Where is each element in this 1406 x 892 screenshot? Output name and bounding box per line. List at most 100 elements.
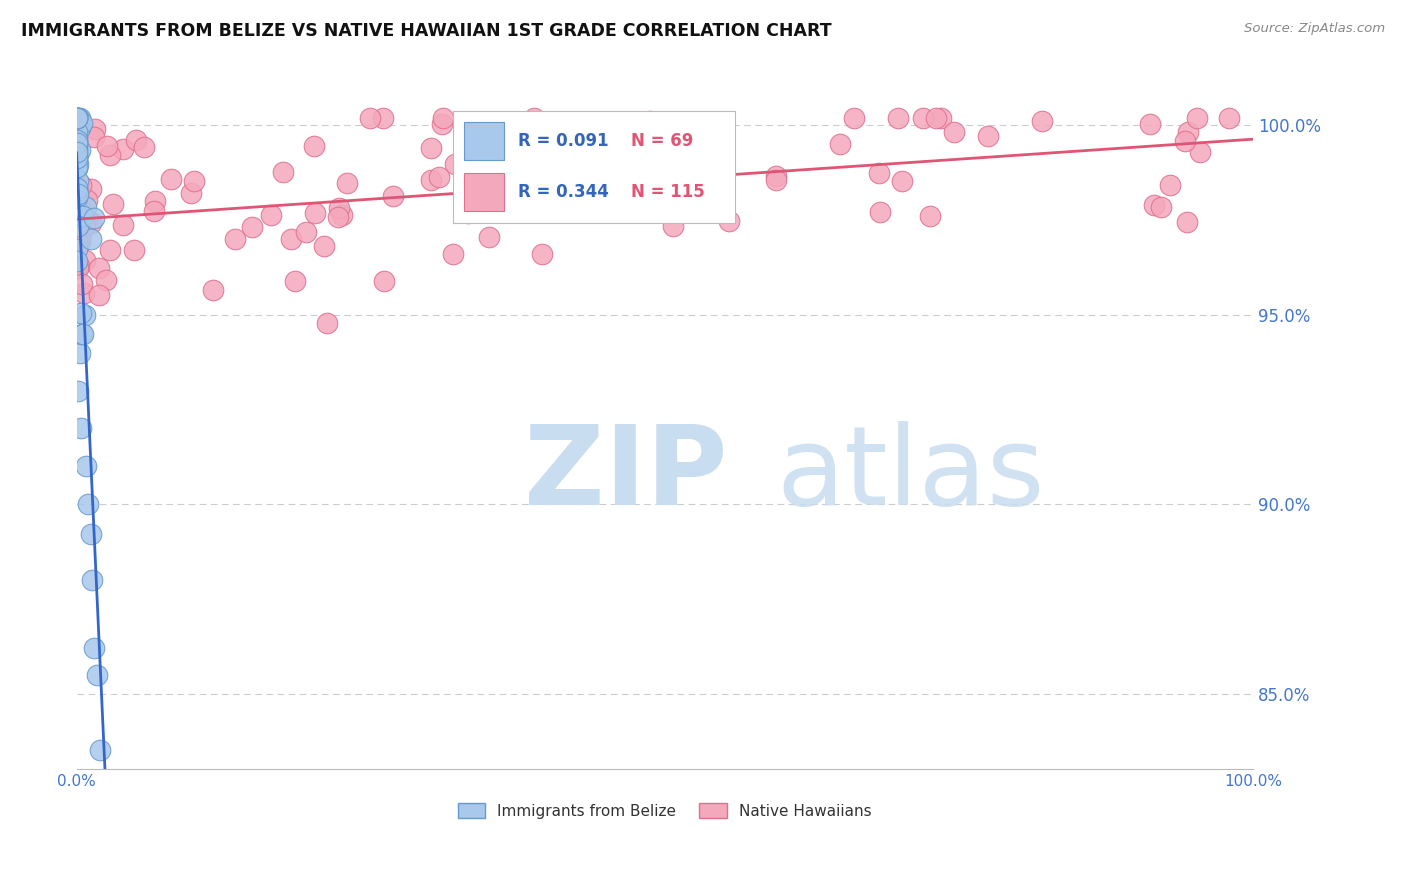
- Point: [65, 138, 87, 153]
- Point: [143, 203, 166, 218]
- Point: [65, 111, 87, 125]
- Point: [65, 128, 87, 143]
- Point: [67, 259, 90, 273]
- Point: [336, 176, 359, 190]
- Point: [75, 253, 97, 268]
- Point: [65, 120, 87, 135]
- Point: [661, 219, 683, 233]
- Point: [1177, 125, 1199, 139]
- Point: [65, 143, 87, 157]
- Point: [65, 145, 87, 160]
- Point: [66, 384, 89, 398]
- Point: [432, 111, 454, 125]
- Point: [302, 138, 325, 153]
- Point: [66, 160, 89, 174]
- Point: [942, 125, 965, 139]
- Point: [1189, 145, 1212, 160]
- Point: [65, 145, 87, 159]
- Point: [1031, 113, 1053, 128]
- Point: [441, 247, 464, 261]
- Point: [1159, 178, 1181, 193]
- Point: [67, 260, 90, 275]
- Point: [1143, 198, 1166, 212]
- Point: [75, 459, 97, 474]
- Point: [929, 111, 952, 125]
- Point: [94, 273, 117, 287]
- Point: [65, 136, 87, 151]
- Point: [76, 193, 98, 207]
- Point: [550, 169, 572, 184]
- Point: [583, 203, 606, 218]
- Point: [122, 243, 145, 257]
- Point: [371, 111, 394, 125]
- Point: [83, 129, 105, 144]
- Point: [977, 128, 1000, 143]
- Point: [70, 193, 93, 207]
- Point: [79, 527, 101, 541]
- Point: [65, 198, 87, 212]
- Point: [143, 194, 166, 209]
- Point: [70, 277, 93, 291]
- Point: [112, 142, 135, 156]
- Point: [65, 125, 87, 139]
- Legend: Immigrants from Belize, Native Hawaiians: Immigrants from Belize, Native Hawaiians: [451, 797, 877, 825]
- Point: [96, 139, 118, 153]
- Point: [65, 111, 87, 125]
- Point: [80, 216, 103, 230]
- Point: [70, 326, 93, 341]
- Point: [519, 169, 541, 183]
- Point: [65, 223, 87, 237]
- Point: [83, 122, 105, 136]
- Point: [304, 206, 326, 220]
- Point: [67, 157, 90, 171]
- Point: [533, 127, 555, 141]
- Point: [868, 166, 890, 180]
- Point: [65, 133, 87, 147]
- Point: [359, 111, 381, 125]
- Point: [73, 308, 96, 322]
- Point: [67, 112, 90, 126]
- Point: [76, 212, 98, 227]
- Point: [67, 219, 90, 233]
- Point: [328, 201, 350, 215]
- Point: [600, 183, 623, 197]
- Point: [65, 150, 87, 164]
- Point: [66, 190, 89, 204]
- Point: [890, 174, 912, 188]
- Point: [66, 111, 89, 125]
- Point: [69, 230, 91, 244]
- Point: [70, 223, 93, 237]
- Text: ZIP: ZIP: [523, 422, 727, 528]
- Point: [67, 147, 90, 161]
- Point: [75, 218, 97, 232]
- Point: [242, 220, 264, 235]
- Point: [66, 120, 89, 134]
- Point: [65, 216, 87, 230]
- Point: [66, 111, 89, 125]
- Point: [73, 285, 96, 300]
- Point: [315, 317, 337, 331]
- Point: [65, 134, 87, 148]
- Point: [887, 111, 910, 125]
- Point: [80, 573, 103, 587]
- Point: [66, 242, 89, 256]
- Point: [67, 174, 90, 188]
- Point: [420, 141, 443, 155]
- Point: [65, 111, 87, 125]
- Point: [67, 203, 90, 218]
- Point: [79, 182, 101, 196]
- Point: [87, 260, 110, 275]
- Point: [330, 208, 353, 222]
- Point: [443, 157, 465, 171]
- Point: [160, 172, 183, 186]
- Point: [925, 111, 948, 125]
- Point: [717, 214, 740, 228]
- Point: [312, 238, 335, 252]
- Point: [65, 194, 87, 208]
- Point: [98, 243, 121, 257]
- Point: [66, 160, 89, 174]
- Point: [83, 211, 105, 225]
- Point: [1149, 200, 1171, 214]
- Point: [70, 306, 93, 320]
- Point: [101, 196, 124, 211]
